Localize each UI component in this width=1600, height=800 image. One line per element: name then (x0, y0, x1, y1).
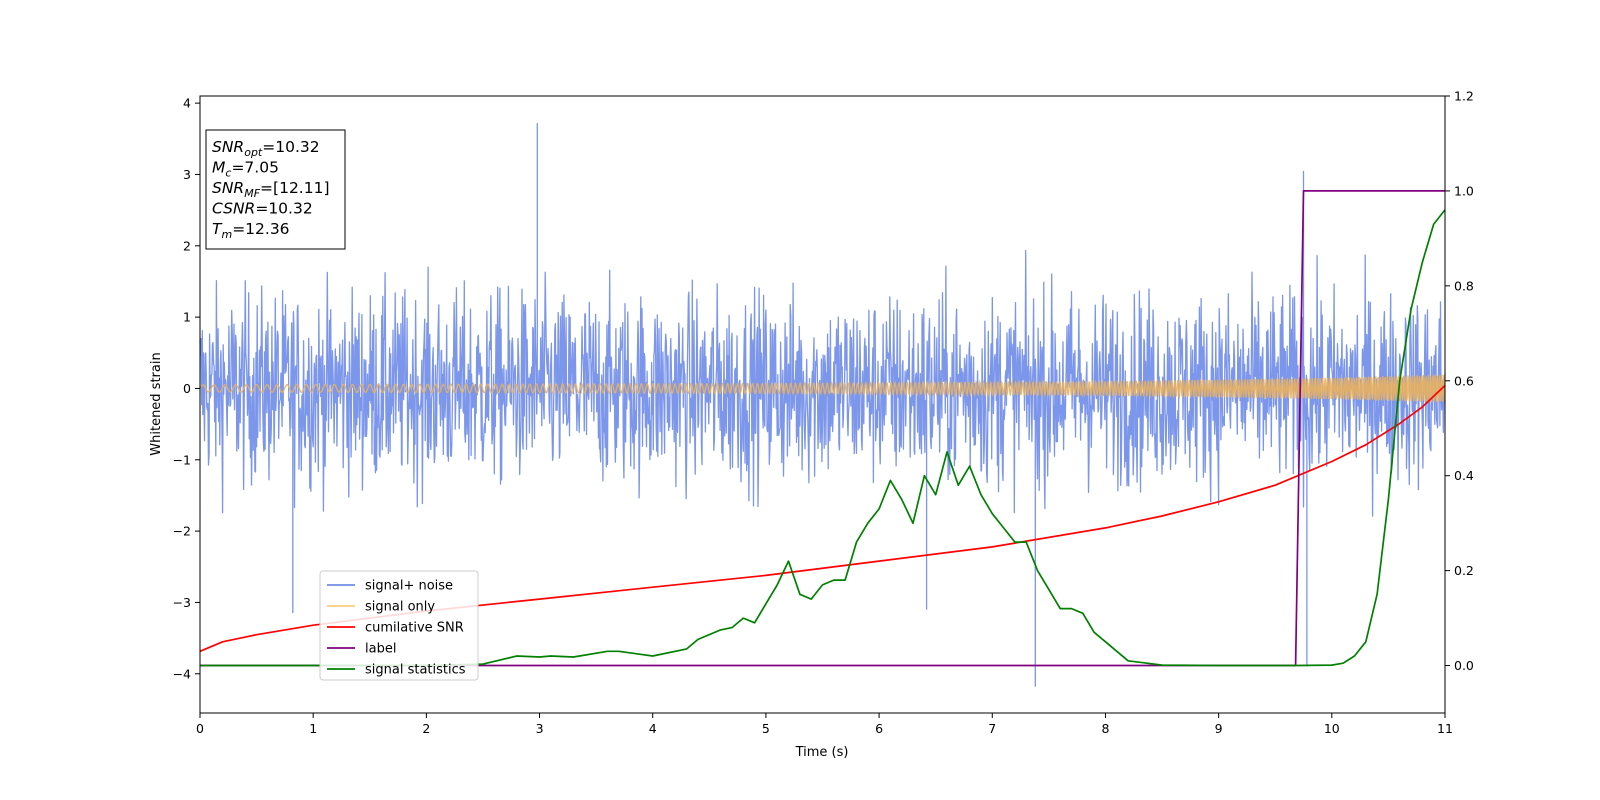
annotation-box: SNRopt=10.32Mc=7.05SNRMF=[12.11]CSNR=10.… (205, 129, 346, 250)
annotation-line: Tm=12.36 (212, 220, 290, 241)
x-tick-label: 11 (1437, 721, 1453, 736)
signal-noise-line (199, 123, 1446, 687)
y-right-tick-label: 0.4 (1454, 468, 1474, 483)
x-tick-label: 4 (649, 721, 657, 736)
y-axis-right-ticks: 0.0 0.2 0.4 0.6 0.8 1.0 1.2 (1445, 89, 1474, 673)
signal-only-line (199, 374, 1446, 403)
annotation-line: Mc=7.05 (212, 159, 279, 180)
y-left-tick-label: −2 (173, 524, 191, 539)
x-tick-label: 7 (988, 721, 996, 736)
y-right-tick-label: 0.2 (1454, 563, 1474, 578)
y-left-tick-label: −3 (173, 595, 191, 610)
signal-only-series (199, 374, 1446, 403)
legend-label: signal+ noise (365, 579, 453, 594)
y-left-tick-label: −1 (173, 452, 191, 467)
annotation-line: CSNR=10.32 (212, 200, 313, 218)
y-right-tick-label: 1.2 (1454, 89, 1474, 104)
annotation-line: SNRMF=[12.11] (212, 179, 330, 200)
legend-label: signal statistics (365, 663, 466, 678)
signal-noise-series (199, 123, 1446, 687)
x-tick-label: 0 (196, 721, 204, 736)
y-left-tick-label: −4 (173, 666, 191, 681)
x-tick-label: 6 (875, 721, 883, 736)
legend-label: label (365, 642, 396, 657)
y-left-tick-label: 3 (183, 167, 191, 182)
y-right-tick-label: 0.0 (1454, 658, 1474, 673)
legend-label: signal only (365, 600, 435, 615)
y-axis-label: Whitened strain (149, 352, 164, 455)
signal-statistics-line (200, 209, 1446, 667)
x-tick-label: 8 (1101, 721, 1109, 736)
y-left-tick-label: 0 (183, 381, 191, 396)
y-left-tick-label: 4 (183, 96, 191, 111)
label-line (200, 190, 1445, 667)
y-axis-left-ticks: −4 −3 −2 −1 0 1 2 3 4 (173, 96, 200, 681)
legend: signal+ noise signal only cumilative SNR la… (319, 570, 479, 681)
y-right-tick-label: 0.8 (1454, 278, 1474, 293)
y-right-tick-label: 0.6 (1454, 373, 1474, 388)
x-tick-label: 10 (1324, 721, 1340, 736)
plot-frame (199, 95, 1446, 714)
y-right-tick-label: 1.0 (1454, 183, 1474, 198)
y-left-tick-label: 2 (183, 238, 191, 253)
y-left-tick-label: 1 (183, 310, 191, 325)
x-axis-label: Time (s) (795, 745, 849, 760)
x-axis-ticks: 0 1 2 3 4 5 6 7 8 9 10 11 (196, 713, 1453, 736)
x-tick-label: 1 (309, 721, 317, 736)
x-tick-label: 3 (536, 721, 544, 736)
annotation-line: SNRopt=10.32 (212, 138, 320, 159)
x-tick-label: 5 (762, 721, 770, 736)
x-tick-label: 9 (1215, 721, 1223, 736)
x-tick-label: 2 (422, 721, 430, 736)
legend-label: cumilative SNR (365, 621, 464, 636)
